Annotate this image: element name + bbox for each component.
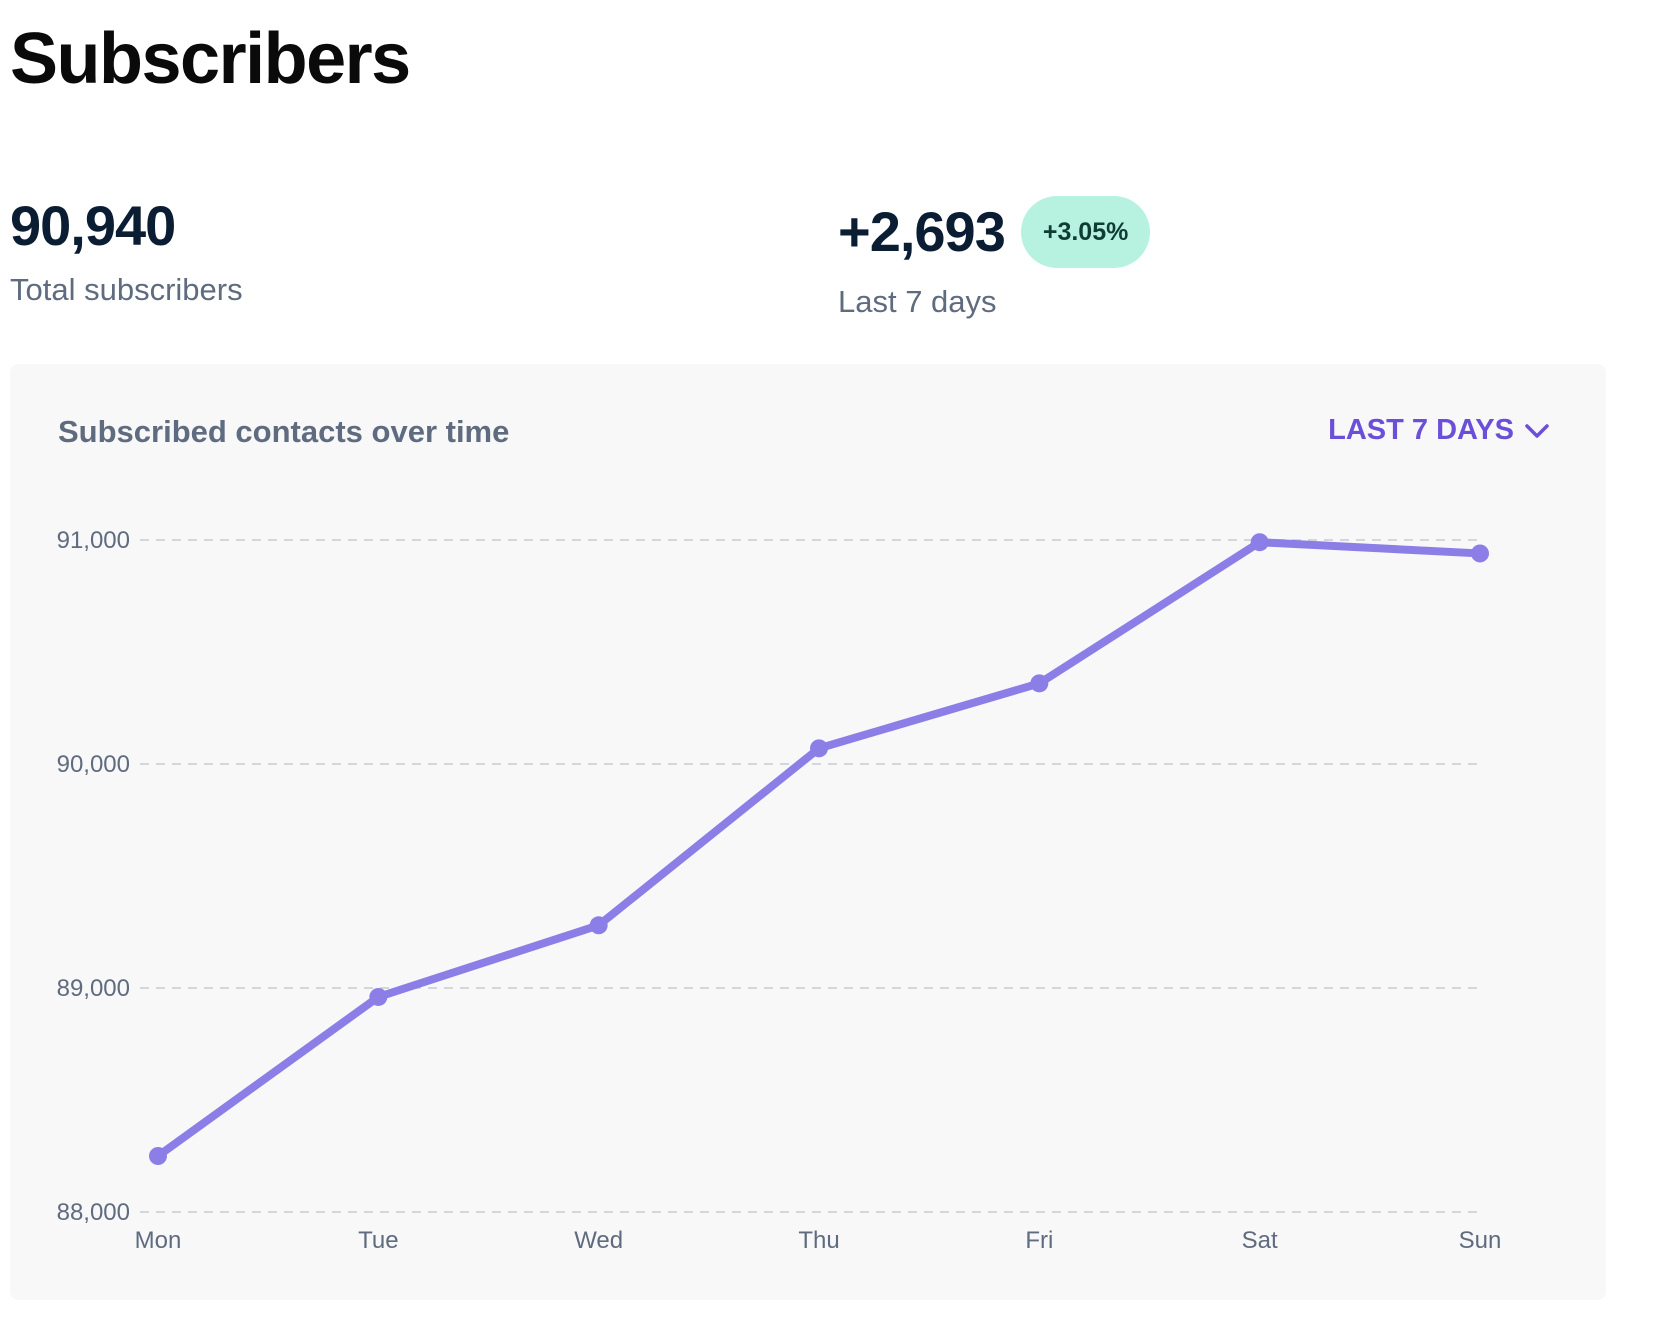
chart-title: Subscribed contacts over time (58, 414, 510, 449)
data-point[interactable] (589, 916, 608, 935)
total-subscribers-label: Total subscribers (10, 272, 243, 307)
date-range-dropdown[interactable]: LAST 7 DAYS (1328, 414, 1550, 447)
y-tick-label: 91,000 (57, 527, 130, 554)
last-7-days-value: +2,693 (838, 200, 1006, 263)
data-point[interactable] (810, 739, 828, 758)
series-line (154, 538, 1484, 1160)
x-tick-label: Wed (574, 1227, 623, 1254)
chart-card: 88,000 89,000 90,000 91,000 Mon Tue Wed Thu Fri S… (10, 364, 1606, 1300)
last-7-days-stat: +2,693 +3.05% Last 7 days (838, 196, 1151, 320)
y-tick-label: 88,000 (57, 1199, 130, 1226)
page-title: Subscribers (10, 19, 411, 99)
y-tick-label: 89,000 (57, 975, 130, 1002)
x-tick-label: Sun (1459, 1227, 1502, 1254)
data-point[interactable] (1471, 544, 1489, 563)
data-point[interactable] (1030, 674, 1049, 693)
x-tick-label: Sat (1242, 1227, 1278, 1254)
x-tick-label: Fri (1025, 1227, 1053, 1254)
data-point[interactable] (369, 987, 388, 1006)
line-chart: 88,000 89,000 90,000 91,000 Mon Tue Wed Thu Fri S… (57, 527, 1502, 1254)
x-tick-label: Tue (358, 1227, 398, 1254)
total-subscribers-stat: 90,940 Total subscribers (10, 196, 243, 308)
data-point[interactable] (1250, 533, 1269, 552)
total-subscribers-value: 90,940 (10, 194, 176, 257)
data-point[interactable] (149, 1147, 167, 1165)
y-tick-label: 90,000 (57, 751, 130, 778)
chevron-down-icon (1525, 423, 1549, 438)
date-range-label: LAST 7 DAYS (1328, 414, 1514, 446)
last-7-days-label: Last 7 days (838, 284, 997, 319)
growth-badge: +3.05% (1020, 196, 1151, 268)
x-tick-label: Thu (798, 1227, 839, 1254)
x-tick-label: Mon (135, 1227, 182, 1254)
